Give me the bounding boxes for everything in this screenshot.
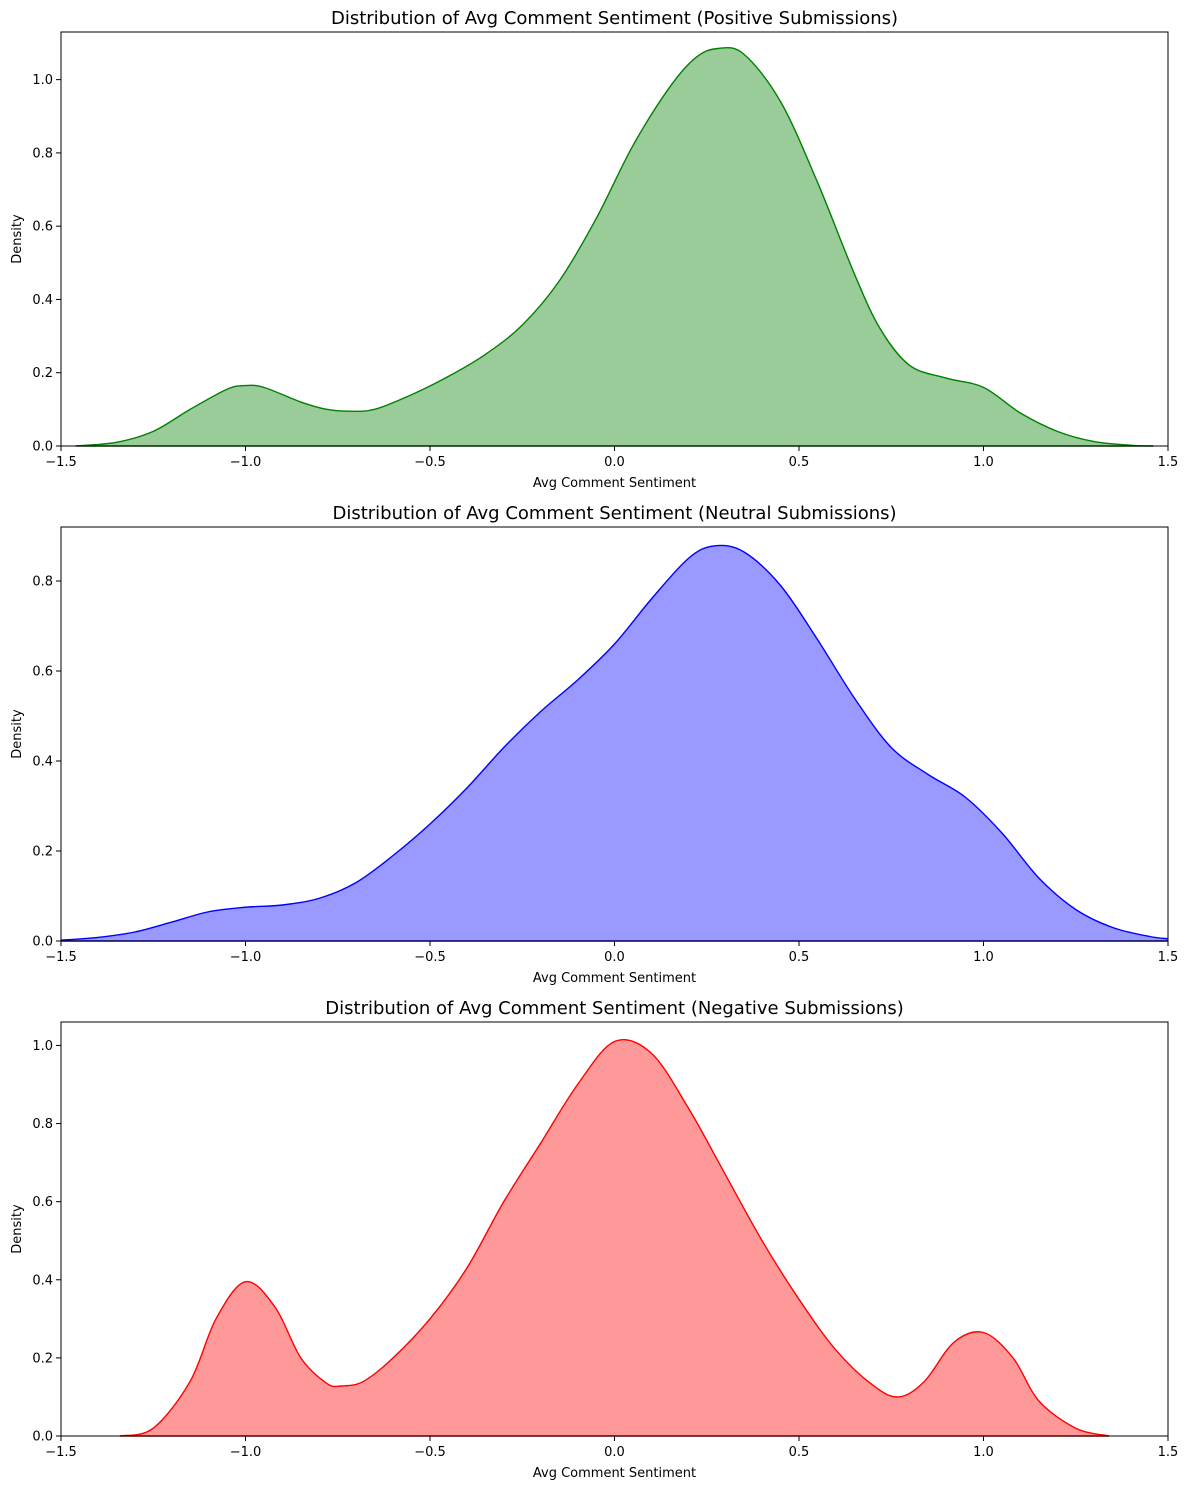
y-tick-label: 0.2 <box>32 1351 53 1366</box>
y-tick-label: 0.8 <box>32 146 53 161</box>
y-axis-label-negative: Density <box>10 1204 25 1254</box>
y-axis-label-positive: Density <box>10 214 25 264</box>
x-tick-label: −1.5 <box>45 950 77 965</box>
y-tick-label: 0.4 <box>32 293 53 308</box>
y-tick-label: 0.2 <box>32 845 53 860</box>
y-tick-label: 1.0 <box>32 73 53 88</box>
x-tick-label: −1.5 <box>45 455 77 470</box>
chart-title-negative: Distribution of Avg Comment Sentiment (N… <box>325 998 903 1019</box>
x-tick-label: −0.5 <box>414 950 446 965</box>
y-tick-label: 0.4 <box>32 1273 53 1288</box>
subplot-neutral: −1.5 −1.0 −0.5 0.0 0.5 1.0 1.5 0.0 0.2 0.4 0.6 0.8 D… <box>10 503 1178 986</box>
density-area-positive <box>75 47 1154 447</box>
x-tick-label: 1.5 <box>1158 455 1179 470</box>
chart-title-positive: Distribution of Avg Comment Sentiment (P… <box>331 8 898 29</box>
x-tick-label: 0.0 <box>604 455 625 470</box>
x-tick-label: 0.5 <box>789 950 810 965</box>
subplot-positive: −1.5 −1.0 −0.5 0.0 0.5 1.0 1.5 0.0 0.2 0.4 0.6 0.8 1… <box>10 8 1178 491</box>
x-tick-label: −1.5 <box>45 1445 77 1460</box>
y-tick-label: 0.8 <box>32 575 53 590</box>
density-line-positive <box>75 46 1154 447</box>
x-tick-label: 1.0 <box>973 455 994 470</box>
y-tick-label: 0.6 <box>32 665 53 680</box>
density-line-neutral <box>60 544 1169 941</box>
x-tick-label: −0.5 <box>414 455 446 470</box>
x-tick-label: 0.5 <box>789 1445 810 1460</box>
density-line-negative <box>119 1038 1110 1437</box>
x-axis-label-negative: Avg Comment Sentiment <box>533 1466 696 1481</box>
x-tick-label: 1.0 <box>973 1445 994 1460</box>
density-area-neutral <box>61 545 1168 941</box>
y-tick-label: 1.0 <box>32 1039 53 1054</box>
y-axis-label-neutral: Density <box>10 709 25 759</box>
x-tick-label: 1.0 <box>973 950 994 965</box>
subplot-negative: −1.5 −1.0 −0.5 0.0 0.5 1.0 1.5 0.0 0.2 0.4 0.6 0.8 1… <box>10 998 1178 1481</box>
y-tick-label: 0.0 <box>32 440 53 455</box>
chart-title-neutral: Distribution of Avg Comment Sentiment (N… <box>332 503 896 524</box>
x-tick-label: 1.5 <box>1158 1445 1179 1460</box>
x-tick-label: 0.0 <box>604 1445 625 1460</box>
y-tick-label: 0.0 <box>32 1430 53 1445</box>
density-area-negative <box>120 1039 1109 1436</box>
x-tick-label: 0.5 <box>789 455 810 470</box>
x-tick-label: −1.0 <box>230 1445 262 1460</box>
x-tick-label: −0.5 <box>414 1445 446 1460</box>
x-tick-label: −1.0 <box>230 950 262 965</box>
y-tick-label: 0.6 <box>32 1195 53 1210</box>
y-tick-label: 0.4 <box>32 755 53 770</box>
x-axis-label-neutral: Avg Comment Sentiment <box>533 971 696 986</box>
x-tick-label: −1.0 <box>230 455 262 470</box>
y-tick-label: 0.8 <box>32 1117 53 1132</box>
x-axis-label-positive: Avg Comment Sentiment <box>533 476 696 491</box>
y-tick-label: 0.2 <box>32 366 53 381</box>
x-tick-label: 1.5 <box>1158 950 1179 965</box>
x-tick-label: 0.0 <box>604 950 625 965</box>
y-tick-label: 0.6 <box>32 220 53 235</box>
y-tick-label: 0.0 <box>32 935 53 950</box>
